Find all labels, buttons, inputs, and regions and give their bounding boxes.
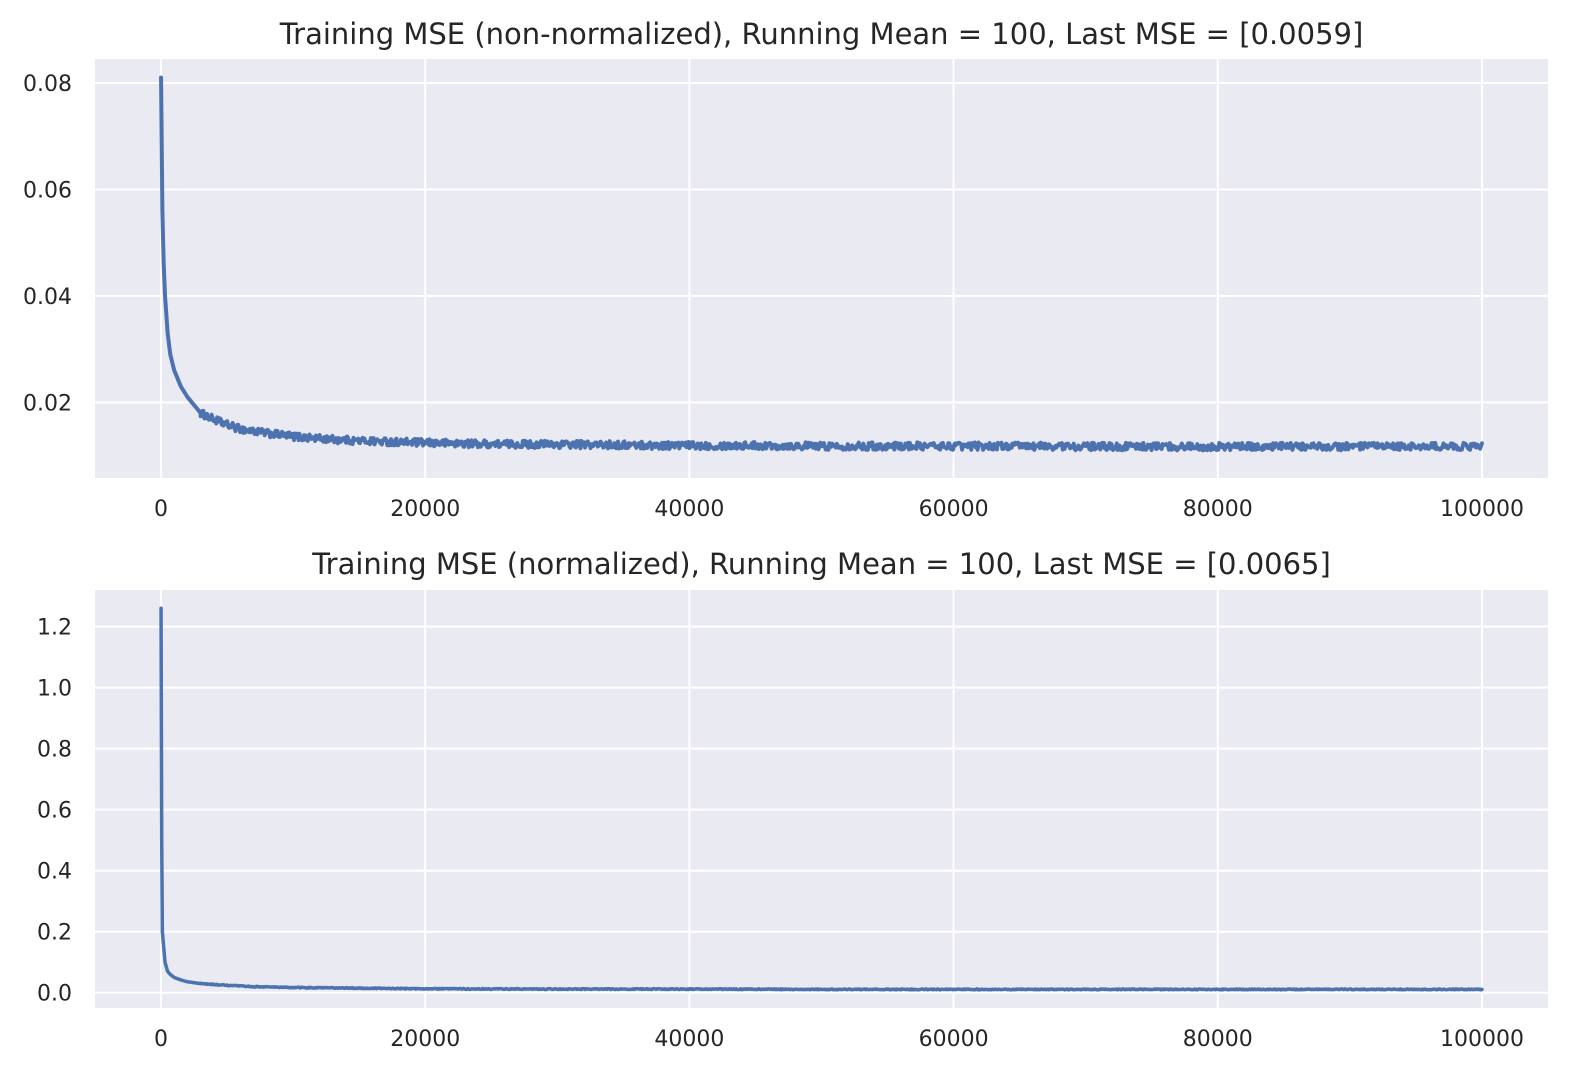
x-tick-label: 0 [154, 497, 168, 522]
y-tick-label: 0.06 [23, 178, 72, 203]
y-tick-label: 0.02 [23, 391, 72, 416]
series-line [159, 606, 1484, 992]
y-tick-label: 0.04 [23, 285, 72, 310]
series-layer [159, 75, 1484, 453]
x-tick-label: 20000 [390, 497, 460, 522]
plot-area-background [95, 590, 1548, 1008]
chart-panel-normalized: 0 20000 40000 60000 80000 100000 0.0 0.2 0.4 0.6 0… [37, 547, 1548, 1052]
x-tick-label: 40000 [654, 497, 724, 522]
x-tick-label: 80000 [1183, 1027, 1253, 1052]
series-layer [159, 606, 1484, 992]
y-tick-label: 0.8 [37, 738, 72, 763]
y-tick-label: 1.2 [37, 616, 72, 641]
x-tick-label: 100000 [1440, 1027, 1524, 1052]
chart-panel-non-normalized: 0 20000 40000 60000 80000 100000 0.02 0.04 0.06 0… [23, 17, 1548, 522]
tick-labels: 0 20000 40000 60000 80000 100000 0.02 0.04 0.06 0… [23, 72, 1524, 522]
x-tick-label: 100000 [1440, 497, 1524, 522]
grid-lines [95, 59, 1548, 478]
x-tick-label: 20000 [390, 1027, 460, 1052]
tick-labels: 0 20000 40000 60000 80000 100000 0.0 0.2 0.4 0.6 0… [37, 616, 1524, 1052]
x-tick-label: 60000 [919, 1027, 989, 1052]
x-tick-label: 40000 [654, 1027, 724, 1052]
y-tick-label: 0.6 [37, 799, 72, 824]
grid-lines [95, 590, 1548, 1008]
x-tick-label: 0 [154, 1027, 168, 1052]
chart-title: Training MSE (normalized), Running Mean … [311, 547, 1331, 581]
x-tick-label: 80000 [1183, 497, 1253, 522]
series-line [159, 75, 1484, 453]
y-tick-label: 0.0 [37, 982, 72, 1007]
x-tick-label: 60000 [919, 497, 989, 522]
y-tick-label: 0.4 [37, 860, 72, 885]
y-tick-label: 1.0 [37, 677, 72, 702]
y-tick-label: 0.08 [23, 72, 72, 97]
chart-title: Training MSE (non-normalized), Running M… [279, 17, 1364, 51]
plot-area-background [95, 59, 1548, 478]
y-tick-label: 0.2 [37, 921, 72, 946]
